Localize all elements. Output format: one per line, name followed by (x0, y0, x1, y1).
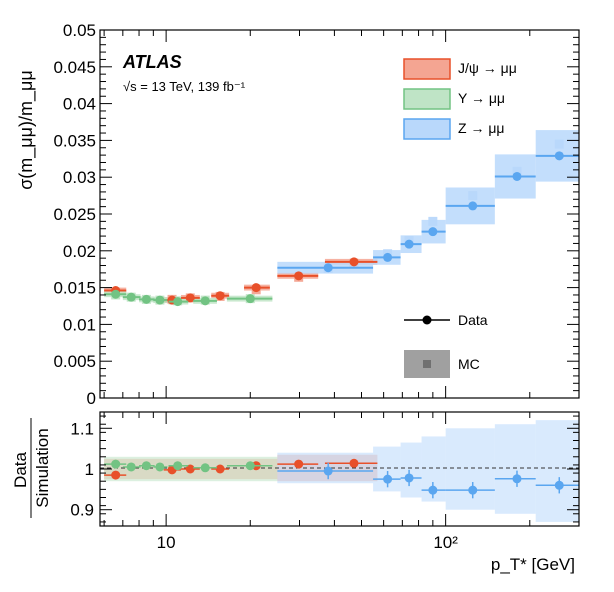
data-point-z-1 (383, 252, 393, 262)
main-mc-bands (104, 130, 579, 306)
main-x-axis (103, 30, 580, 398)
ratio-point-z-1 (383, 474, 393, 484)
ratio-point-upsilon-1 (126, 462, 136, 472)
y-tick-label: 0.04 (63, 95, 96, 114)
ratio-label-bottom: Simulation (33, 428, 52, 507)
data-point-upsilon-1 (126, 292, 136, 302)
y-tick-label: 0.03 (63, 168, 96, 187)
data-point-jpsi-6 (349, 257, 359, 267)
legend-swatch-upsilon (403, 88, 451, 110)
data-point-jpsi-3 (215, 291, 225, 301)
main-y-axis-label: σ(m_μμ)/m_μμ (16, 70, 37, 190)
ratio-x-axis: 10 10² (103, 412, 580, 552)
legend-swatch-z (403, 118, 451, 140)
y-tick-label: 0.005 (53, 352, 96, 371)
y-tick-label: 0.01 (63, 315, 96, 334)
mc-marker-z-3 (428, 216, 438, 226)
data-point-jpsi-5 (294, 271, 304, 281)
data-point-z-0 (323, 263, 333, 273)
main-panel: 0 0.005 0.01 0.015 0.02 0.025 0.03 0.035 0.04 0.0… (16, 21, 580, 408)
y-tick-label: 0.045 (53, 58, 96, 77)
ratio-band-z-8 (494, 424, 536, 514)
legend-data-label: Data (458, 312, 488, 328)
ratio-label-top: Data (11, 452, 30, 488)
y-tick-label: 0.035 (53, 131, 96, 150)
legend-mc-label: MC (458, 356, 480, 372)
y-tick-label: 0.015 (53, 279, 96, 298)
legend-label-z: Z → μμ (458, 120, 504, 136)
ratio-y-tick-label: 1 (85, 460, 94, 479)
data-point-upsilon-0 (111, 289, 121, 299)
y-tick-label: 0 (87, 389, 96, 408)
legend-swatch-jpsi (403, 58, 451, 80)
ratio-data-marks (104, 458, 579, 499)
ratio-panel: 0.9 1 1.1 10 10² Data Simulation p_T* [GeV] (11, 411, 580, 574)
main-data-marks (104, 151, 579, 307)
ratio-point-z-2 (404, 473, 414, 483)
ratio-point-z-4 (468, 485, 478, 495)
legend-mc-marker (423, 360, 431, 368)
data-point-z-3 (428, 227, 438, 237)
ratio-point-upsilon-3 (155, 462, 165, 472)
x-tick-label: 10² (433, 533, 458, 552)
ratio-point-z-0 (323, 466, 333, 476)
ratio-band-z-4 (373, 446, 401, 492)
data-point-z-4 (468, 201, 478, 211)
ratio-point-jpsi-0 (111, 470, 121, 480)
data-point-upsilon-5 (200, 296, 210, 306)
data-point-jpsi-4 (251, 283, 261, 293)
data-point-jpsi-2 (185, 293, 195, 303)
data-point-z-6 (554, 151, 564, 161)
legend: J/ψ → μμ Υ → μμ Z → μμ Data MC (403, 58, 517, 378)
ratio-point-jpsi-6 (349, 458, 359, 468)
data-point-upsilon-6 (245, 294, 255, 304)
ratio-point-upsilon-2 (141, 461, 151, 471)
data-point-upsilon-3 (155, 295, 165, 305)
ratio-point-upsilon-5 (200, 463, 210, 473)
legend-label-jpsi: J/ψ → μμ (458, 60, 517, 76)
legend-data-marker (422, 315, 432, 325)
mc-marker-z-6 (554, 139, 564, 149)
ratio-band-z-5 (400, 442, 422, 498)
ratio-point-jpsi-2 (185, 464, 195, 474)
ratio-y-tick-label: 1.1 (70, 419, 94, 438)
ratio-point-upsilon-4 (173, 461, 183, 471)
main-y-axis: 0 0.005 0.01 0.015 0.02 0.025 0.03 0.035 0.04 0.0… (53, 21, 579, 408)
ratio-point-upsilon-6 (245, 461, 255, 471)
mc-marker-z-4 (468, 191, 478, 201)
data-point-upsilon-4 (173, 297, 183, 307)
ratio-point-upsilon-0 (111, 459, 121, 469)
ratio-point-z-6 (554, 480, 564, 490)
x-tick-label: 10 (157, 533, 176, 552)
data-point-z-2 (404, 239, 414, 249)
energy-lumi-label: √s = 13 TeV, 139 fb⁻¹ (123, 79, 246, 94)
y-tick-label: 0.02 (63, 242, 96, 261)
x-axis-label: p_T* [GeV] (491, 555, 575, 574)
atlas-label: ATLAS (122, 52, 182, 72)
legend-label-upsilon: Υ → μμ (458, 90, 505, 106)
ratio-point-z-5 (512, 474, 522, 484)
y-tick-label: 0.025 (53, 205, 96, 224)
ratio-point-jpsi-3 (215, 464, 225, 474)
ratio-band-z-7 (445, 428, 495, 510)
data-point-z-5 (512, 171, 522, 181)
ratio-point-z-3 (428, 485, 438, 495)
ratio-y-axis: 0.9 1 1.1 (70, 415, 579, 523)
ratio-y-tick-label: 0.9 (70, 501, 94, 520)
data-point-upsilon-2 (141, 294, 151, 304)
y-tick-label: 0.05 (63, 21, 96, 40)
ratio-point-jpsi-5 (294, 459, 304, 469)
ratio-band-z-9 (535, 420, 579, 522)
